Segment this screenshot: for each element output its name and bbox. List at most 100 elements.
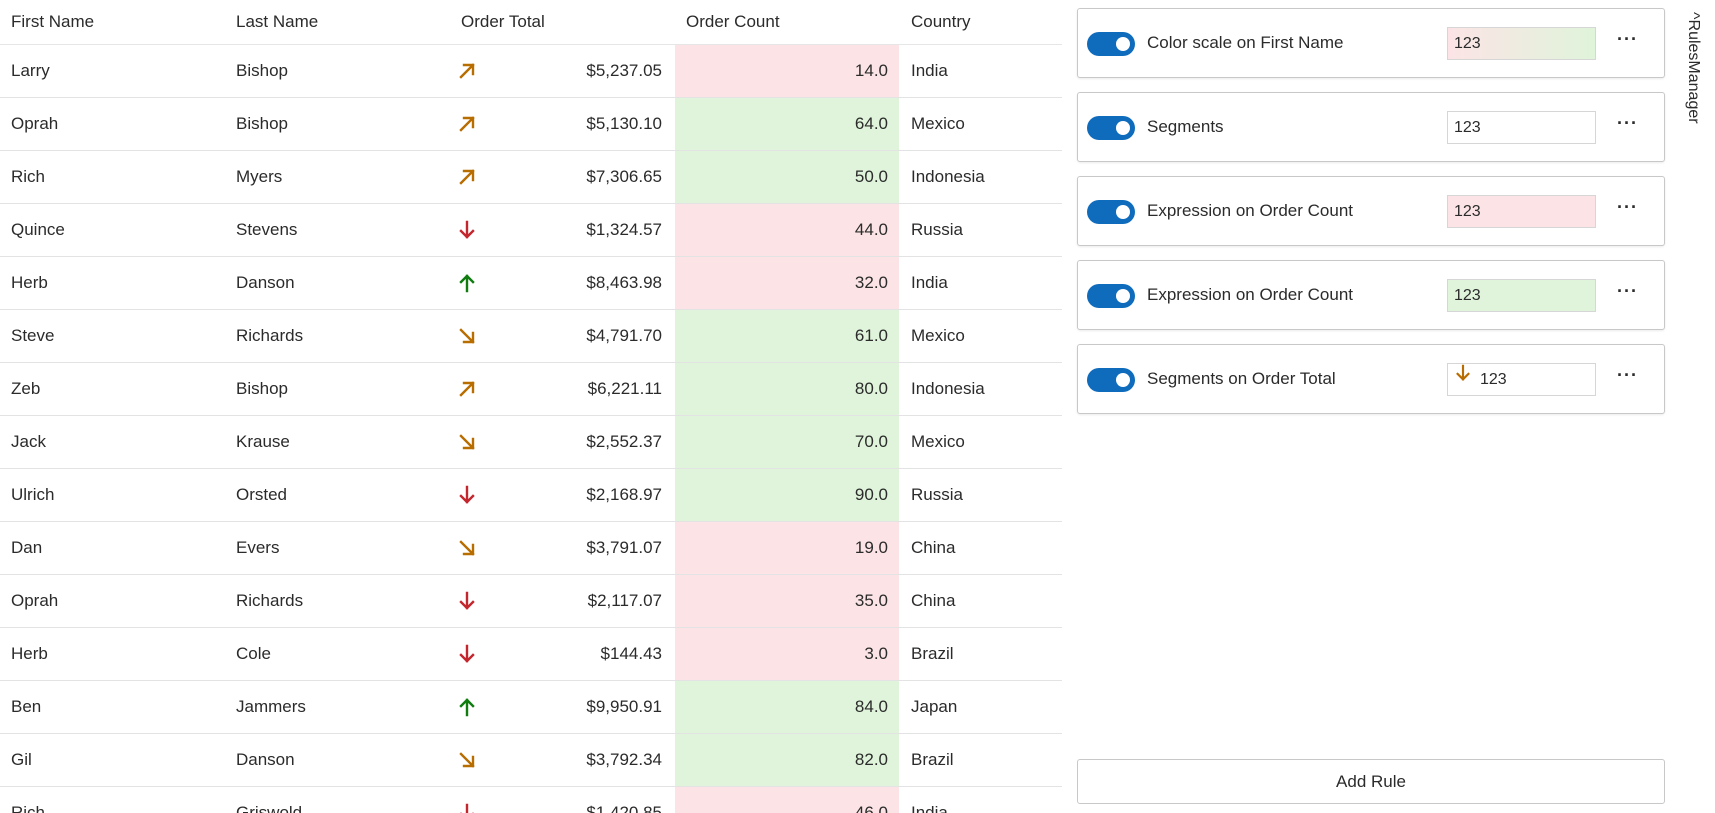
toggle-knob [1116,205,1130,219]
more-options-icon[interactable]: ··· [1617,281,1638,301]
cell-first-name: Steve [11,326,55,345]
rules-manager-tab-label: ^RulesManager [1684,12,1702,124]
rule-enabled-toggle[interactable] [1087,200,1135,224]
cell-first-name: Quince [11,220,65,239]
cell-last-name: Evers [236,538,280,557]
table-row[interactable]: Ulrich Orsted $2,168.97 90.0 Russia [0,469,1062,522]
cell-last-name: Griswold [236,803,303,813]
arrow-down-icon [1454,363,1472,394]
rule-preview: 123 [1447,195,1596,228]
cell-first-name: Oprah [11,114,59,133]
more-options-icon[interactable]: ··· [1617,365,1638,385]
cell-order-count: 61.0 [675,310,899,362]
cell-country: Mexico [911,114,965,133]
cell-order-total: $3,791.07 [586,538,662,557]
cell-first-name: Dan [11,538,43,557]
cell-last-name: Danson [236,273,295,292]
rule-preview-text: 123 [1454,203,1481,220]
cell-order-total: $9,950.91 [586,697,662,716]
rule-enabled-toggle[interactable] [1087,368,1135,392]
table-row[interactable]: Rich Myers $7,306.65 50.0 Indonesia [0,151,1062,204]
add-rule-button[interactable]: Add Rule [1077,759,1665,804]
table-row[interactable]: Ben Jammers $9,950.91 84.0 Japan [0,681,1062,734]
cell-order-count: 46.0 [675,787,899,813]
rule-preview-text: 123 [1454,119,1481,136]
cell-order-count: 64.0 [675,98,899,150]
cell-order-count: 90.0 [675,469,899,521]
table-row[interactable]: Gil Danson $3,792.34 82.0 Brazil [0,734,1062,787]
arrow-down-icon [456,204,478,256]
cell-first-name: Rich [11,167,46,186]
cell-last-name: Bishop [236,114,288,133]
header-first-name[interactable]: First Name [11,12,95,31]
cell-order-total: $1,324.57 [586,220,662,239]
table-row[interactable]: Steve Richards $4,791.70 61.0 Mexico [0,310,1062,363]
table-row[interactable]: Dan Evers $3,791.07 19.0 China [0,522,1062,575]
cell-order-total: $2,117.07 [587,591,662,610]
rule-card[interactable]: Expression on Order Count 123 ··· [1077,176,1665,246]
table-row[interactable]: Jack Krause $2,552.37 70.0 Mexico [0,416,1062,469]
arrow-down-right-icon [456,734,478,786]
arrow-down-right-icon [456,522,478,574]
toggle-knob [1116,37,1130,51]
cell-last-name: Richards [236,591,304,610]
data-grid: First Name Last Name Order Total Order C… [0,12,1062,813]
cell-country: Mexico [911,432,965,451]
cell-country: Indonesia [911,167,985,186]
rule-preview: 123 [1447,279,1596,312]
arrow-down-icon [456,575,478,627]
table-row[interactable]: Oprah Richards $2,117.07 35.0 China [0,575,1062,628]
cell-order-count: 82.0 [675,734,899,786]
rule-card[interactable]: Segments on Order Total 123 ··· [1077,344,1665,414]
header-country[interactable]: Country [911,12,971,31]
table-row[interactable]: Zeb Bishop $6,221.11 80.0 Indonesia [0,363,1062,416]
more-options-icon[interactable]: ··· [1617,113,1638,133]
rule-enabled-toggle[interactable] [1087,284,1135,308]
header-last-name[interactable]: Last Name [236,12,319,31]
table-row[interactable]: Herb Cole $144.43 3.0 Brazil [0,628,1062,681]
table-row[interactable]: Herb Danson $8,463.98 32.0 India [0,257,1062,310]
rule-card[interactable]: Color scale on First Name 123 ··· [1077,8,1665,78]
arrow-up-right-icon [456,151,478,203]
cell-last-name: Krause [236,432,290,451]
rule-card[interactable]: Segments 123 ··· [1077,92,1665,162]
cell-order-total: $5,130.10 [586,114,662,133]
rule-preview-text: 123 [1480,371,1507,388]
cell-order-total: $2,552.37 [586,432,662,451]
rule-preview-text: 123 [1454,287,1481,304]
grid-body: Larry Bishop $5,237.05 14.0 India Oprah Bishop… [0,45,1062,813]
cell-order-total: $4,791.70 [586,326,662,345]
header-order-total[interactable]: Order Total [461,12,545,31]
more-options-icon[interactable]: ··· [1617,197,1638,217]
rule-label: Segments on Order Total [1147,369,1336,388]
toggle-knob [1116,373,1130,387]
cell-order-count: 84.0 [675,681,899,733]
table-row[interactable]: Rich Griswold $1,420.85 46.0 India [0,787,1062,813]
rule-enabled-toggle[interactable] [1087,32,1135,56]
toggle-knob [1116,289,1130,303]
table-row[interactable]: Quince Stevens $1,324.57 44.0 Russia [0,204,1062,257]
cell-order-total: $8,463.98 [586,273,662,292]
header-order-count[interactable]: Order Count [686,12,780,31]
cell-order-total: $2,168.97 [586,485,662,504]
arrow-down-icon [456,469,478,521]
more-options-icon[interactable]: ··· [1617,29,1638,49]
cell-order-count: 32.0 [675,257,899,309]
arrow-up-right-icon [456,98,478,150]
table-row[interactable]: Oprah Bishop $5,130.10 64.0 Mexico [0,98,1062,151]
rule-label: Expression on Order Count [1147,201,1353,220]
rule-preview-text: 123 [1454,35,1481,52]
cell-last-name: Bishop [236,379,288,398]
table-row[interactable]: Larry Bishop $5,237.05 14.0 India [0,45,1062,98]
cell-order-total: $144.43 [600,644,662,663]
rule-label: Color scale on First Name [1147,33,1344,52]
cell-country: India [911,273,948,292]
cell-last-name: Orsted [236,485,288,504]
cell-country: Indonesia [911,379,985,398]
rules-manager-tab[interactable]: ^RulesManager [1684,6,1706,146]
rule-enabled-toggle[interactable] [1087,116,1135,140]
rules-list: Color scale on First Name 123 ··· Segments 1… [1077,8,1665,428]
cell-country: China [911,538,956,557]
cell-order-count: 44.0 [675,204,899,256]
rule-card[interactable]: Expression on Order Count 123 ··· [1077,260,1665,330]
